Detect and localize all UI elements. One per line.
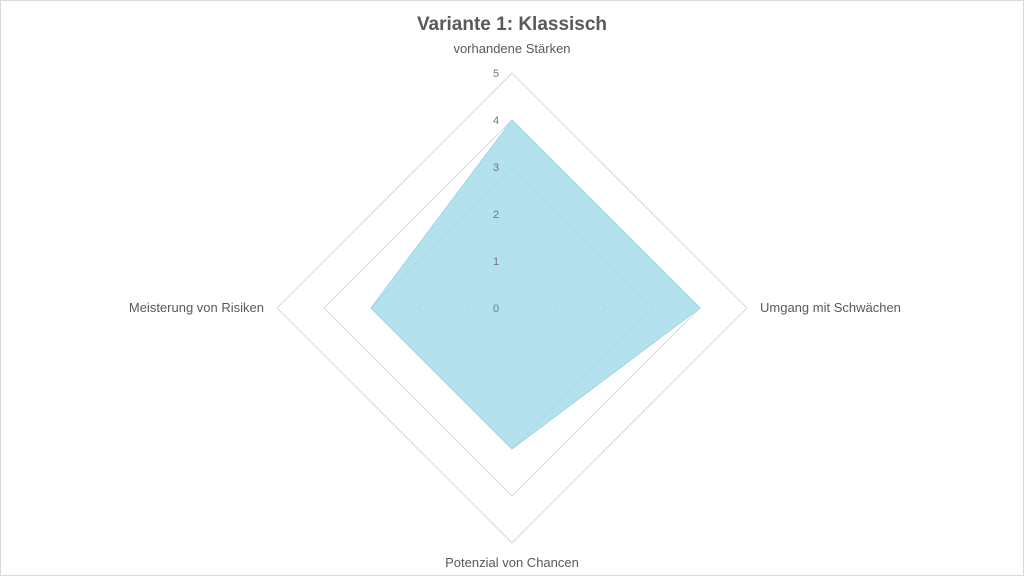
- axis-labels: vorhandene Stärken Umgang mit Schwächen Po…: [129, 41, 901, 570]
- tick-label-5: 5: [493, 68, 499, 80]
- series-area-0: [370, 119, 701, 450]
- tick-label-3: 3: [493, 162, 499, 174]
- tick-label-2: 2: [493, 209, 499, 221]
- grid-ring-5: [276, 72, 748, 544]
- series-layer: [370, 119, 701, 450]
- axis-label-2: Potenzial von Chancen: [445, 555, 579, 570]
- tick-label-1: 1: [493, 256, 499, 268]
- chart-title: Variante 1: Klassisch: [416, 14, 608, 35]
- axis-label-1: Umgang mit Schwächen: [760, 300, 901, 315]
- axis-label-3: Meisterung von Risiken: [129, 300, 264, 315]
- axis-label-0: vorhandene Stärken: [453, 41, 570, 56]
- tick-label-0: 0: [493, 303, 499, 315]
- tick-label-4: 4: [493, 115, 499, 127]
- tick-labels: 0 1 2 3 4 5: [493, 68, 499, 315]
